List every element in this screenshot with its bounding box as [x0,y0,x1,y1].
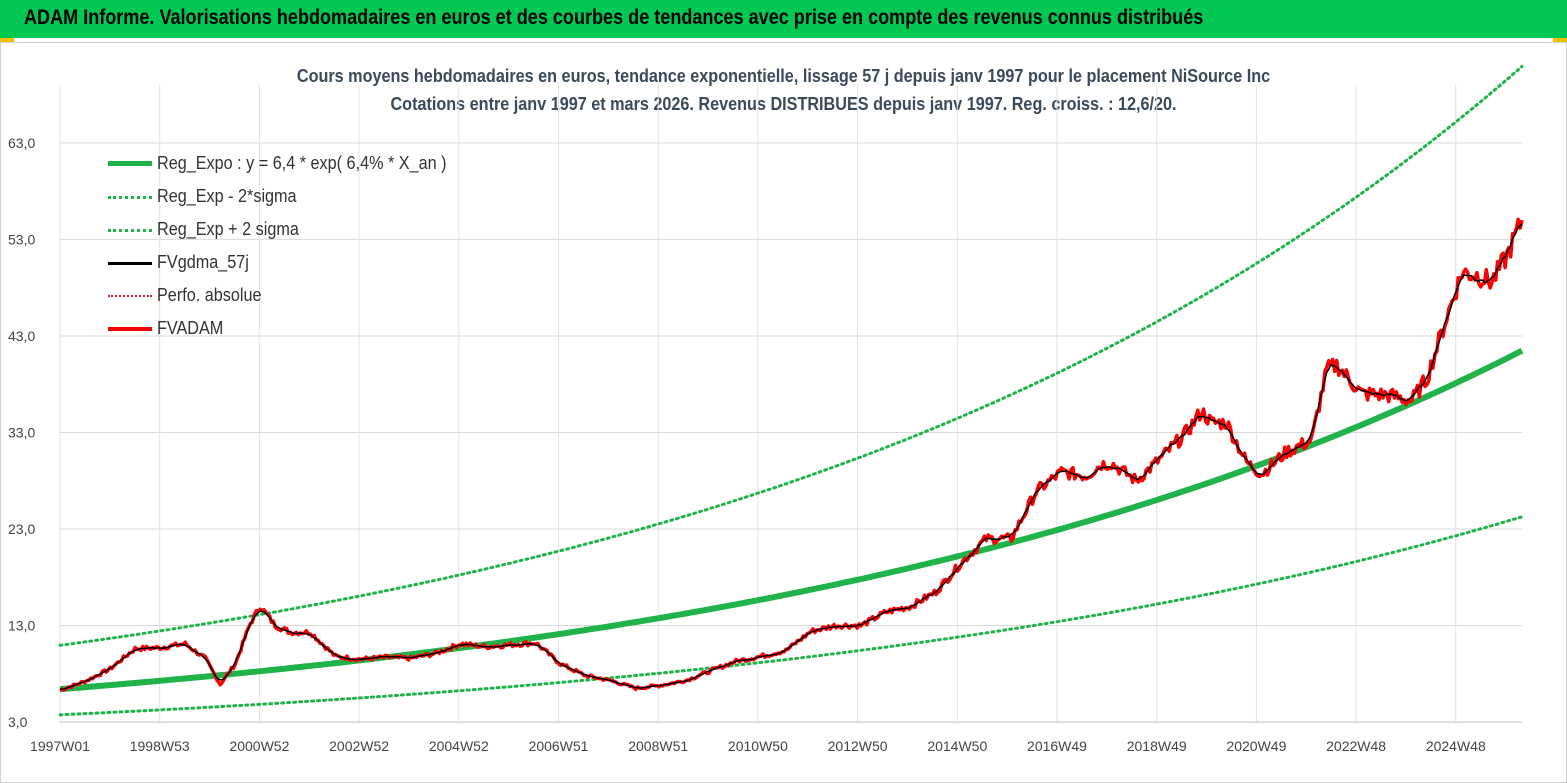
x-tick-label: 2016W49 [1027,738,1087,754]
banner-title: ADAM Informe. Valorisations hebdomadaire… [24,6,1204,29]
y-tick-label: 13,0 [8,617,35,633]
series-reg-exp-minus-2-sigma [58,515,1524,717]
title-banner: ADAM Informe. Valorisations hebdomadaire… [0,0,1567,38]
series-fvgdma-57j [59,223,1523,691]
x-tick-label: 1998W53 [130,738,190,754]
series-fvadam [59,217,1524,692]
legend-swatch-reg-expo [108,161,152,166]
chart-title: Cours moyens hebdomadaires en euros, ten… [296,66,1271,86]
x-tick-label: 2008W51 [628,738,688,754]
x-tick-label: 2014W50 [927,738,987,754]
series-reg-expo [59,348,1524,693]
x-tick-label: 2018W49 [1127,738,1187,754]
legend-swatch-reg-minus [108,196,152,199]
legend-swatch-fvgdma [108,262,152,265]
accent-right [1553,38,1567,42]
legend-label-fvgdma: FVgdma_57j [157,252,249,272]
y-tick-label: 63,0 [8,135,35,151]
y-tick-label: 43,0 [8,328,35,344]
y-tick-label: 33,0 [8,424,35,440]
chart-title-block: Cours moyens hebdomadaires en euros, ten… [0,62,1567,118]
legend-swatch-perfo [108,295,152,297]
legend-label-reg-expo: Reg_Expo : y = 6,4 * exp( 6,4% * X_an ) [157,153,447,173]
x-tick-label: 2022W48 [1326,738,1386,754]
legend-label-reg-minus: Reg_Exp - 2*sigma [157,186,297,206]
y-tick-label: 53,0 [8,231,35,247]
legend-swatch-fvadam [108,327,152,331]
x-tick-label: 2024W48 [1426,738,1486,754]
legend-label-reg-plus: Reg_Exp + 2 sigma [157,219,299,239]
series-reg-exp-plus-2-sigma [58,64,1524,647]
y-tick-label: 23,0 [8,521,35,537]
accent-left [0,38,14,42]
x-tick-label: 2010W50 [728,738,788,754]
x-tick-label: 1997W01 [30,738,90,754]
y-tick-label: 3,0 [8,714,28,730]
x-tick-label: 2004W52 [429,738,489,754]
x-tick-label: 2006W51 [529,738,589,754]
legend-label-fvadam: FVADAM [157,318,224,338]
x-tick-label: 2012W50 [828,738,888,754]
legend-label-perfo: Perfo. absolue [157,285,262,305]
chart-subtitle: Cotations entre janv 1997 et mars 2026. … [390,94,1177,114]
x-tick-label: 2020W49 [1226,738,1286,754]
x-tick-label: 2000W52 [229,738,289,754]
legend-swatch-reg-plus [108,229,152,232]
x-tick-label: 2002W52 [329,738,389,754]
